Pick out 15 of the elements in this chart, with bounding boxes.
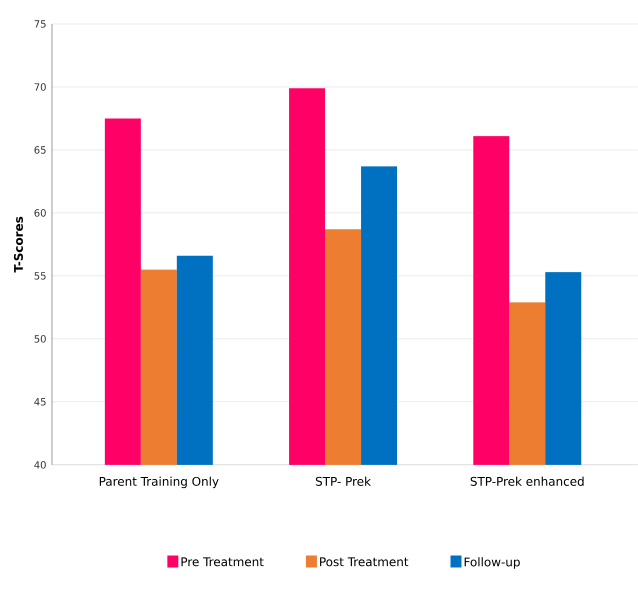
legend-label: Follow-up	[464, 557, 520, 569]
y-tick-label: 45	[34, 398, 46, 406]
y-tick-label: 65	[34, 146, 46, 154]
y-tick-label: 40	[34, 461, 46, 469]
y-tick-label: 55	[34, 272, 46, 280]
y-tick-label: 60	[34, 209, 46, 217]
y-tick-label: 70	[34, 83, 46, 91]
x-tick-label: Parent Training Only	[100, 476, 219, 488]
x-tick-label: STP-Prek enhanced	[470, 476, 584, 486]
y-tick-label: 50	[34, 335, 46, 343]
legend-label: Post Treatment	[320, 557, 408, 566]
x-tick-label: STP- Prek	[316, 476, 371, 486]
y-axis-title: T-Scores	[14, 216, 23, 273]
y-tick-label: 75	[34, 20, 46, 28]
legend-label: Pre Treatment	[182, 557, 264, 566]
